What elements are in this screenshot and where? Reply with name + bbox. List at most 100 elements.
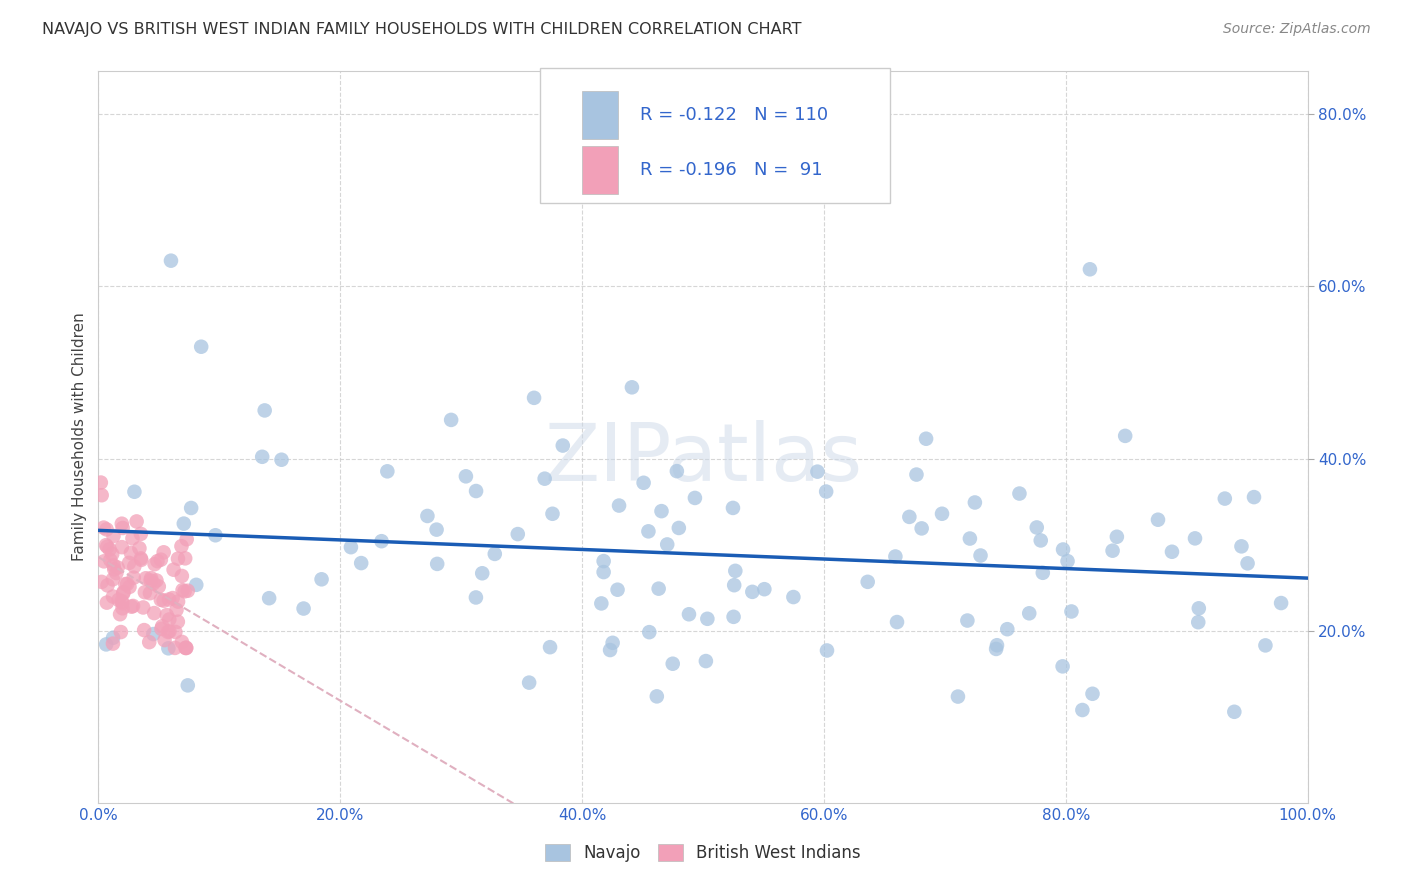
Point <box>1270 596 1292 610</box>
Point <box>101 590 124 604</box>
Point <box>523 391 546 405</box>
Point <box>111 521 134 535</box>
Point <box>112 586 135 600</box>
Point <box>103 529 125 543</box>
Point <box>142 627 165 641</box>
Point <box>551 439 574 453</box>
Point <box>1078 262 1101 277</box>
Point <box>129 553 152 567</box>
Point <box>533 472 555 486</box>
Point <box>602 636 624 650</box>
Point <box>426 557 449 571</box>
Point <box>592 554 614 568</box>
Point <box>107 560 129 574</box>
Point <box>815 484 838 499</box>
Point <box>1243 490 1265 504</box>
Point <box>110 625 132 640</box>
Point <box>340 540 363 554</box>
Point <box>884 549 907 564</box>
Point <box>1187 615 1209 630</box>
Point <box>984 642 1007 657</box>
Point <box>174 640 197 655</box>
Point <box>647 582 669 596</box>
Point <box>101 637 124 651</box>
Point <box>101 631 124 645</box>
Point <box>90 475 112 490</box>
Point <box>538 640 561 655</box>
Point <box>995 622 1018 636</box>
Point <box>204 528 226 542</box>
Point <box>146 554 169 568</box>
Point <box>592 565 614 579</box>
Point <box>167 551 190 566</box>
Text: Source: ZipAtlas.com: Source: ZipAtlas.com <box>1223 22 1371 37</box>
Point <box>620 380 643 394</box>
Point <box>650 504 672 518</box>
Point <box>98 553 121 567</box>
Point <box>375 464 398 478</box>
Point <box>114 577 136 591</box>
Point <box>122 599 145 613</box>
Point <box>94 538 117 552</box>
Point <box>683 491 706 505</box>
Point <box>149 592 172 607</box>
Point <box>484 547 506 561</box>
Point <box>541 507 564 521</box>
Point <box>111 601 134 615</box>
Point <box>157 612 180 626</box>
Point <box>506 527 529 541</box>
Point <box>856 574 879 589</box>
Point <box>115 577 138 591</box>
Point <box>454 469 477 483</box>
Point <box>270 452 292 467</box>
Point <box>134 585 156 599</box>
Point <box>166 603 188 617</box>
Point <box>139 571 162 585</box>
Point <box>174 640 197 655</box>
Point <box>898 509 921 524</box>
Point <box>111 596 134 610</box>
Point <box>1230 540 1253 554</box>
Point <box>465 483 488 498</box>
Point <box>1105 530 1128 544</box>
Point <box>111 516 134 531</box>
Point <box>1101 543 1123 558</box>
Point <box>108 607 131 622</box>
Point <box>1081 687 1104 701</box>
Point <box>782 590 804 604</box>
Point <box>695 654 717 668</box>
Point <box>157 592 180 607</box>
Point <box>156 624 179 639</box>
Point <box>815 643 838 657</box>
Point <box>96 523 118 537</box>
Point <box>1008 486 1031 500</box>
Point <box>963 495 986 509</box>
Point <box>152 593 174 607</box>
Point <box>1032 566 1054 580</box>
Point <box>591 596 613 610</box>
Point <box>723 610 745 624</box>
Point <box>668 521 690 535</box>
Point <box>599 643 621 657</box>
Point <box>143 557 166 571</box>
Point <box>986 638 1008 652</box>
Point <box>93 520 115 534</box>
Point <box>724 564 747 578</box>
Point <box>159 624 181 639</box>
Point <box>257 591 280 606</box>
Point <box>606 582 628 597</box>
Point <box>173 584 195 599</box>
Point <box>806 465 828 479</box>
Point <box>723 578 745 592</box>
Point <box>90 488 112 502</box>
Point <box>177 678 200 692</box>
Point <box>101 572 124 586</box>
Point <box>959 532 981 546</box>
Point <box>157 641 180 656</box>
Point <box>121 599 143 614</box>
Point <box>163 640 186 655</box>
Point <box>118 556 141 570</box>
Point <box>311 572 333 586</box>
Point <box>150 622 173 636</box>
Point <box>956 614 979 628</box>
